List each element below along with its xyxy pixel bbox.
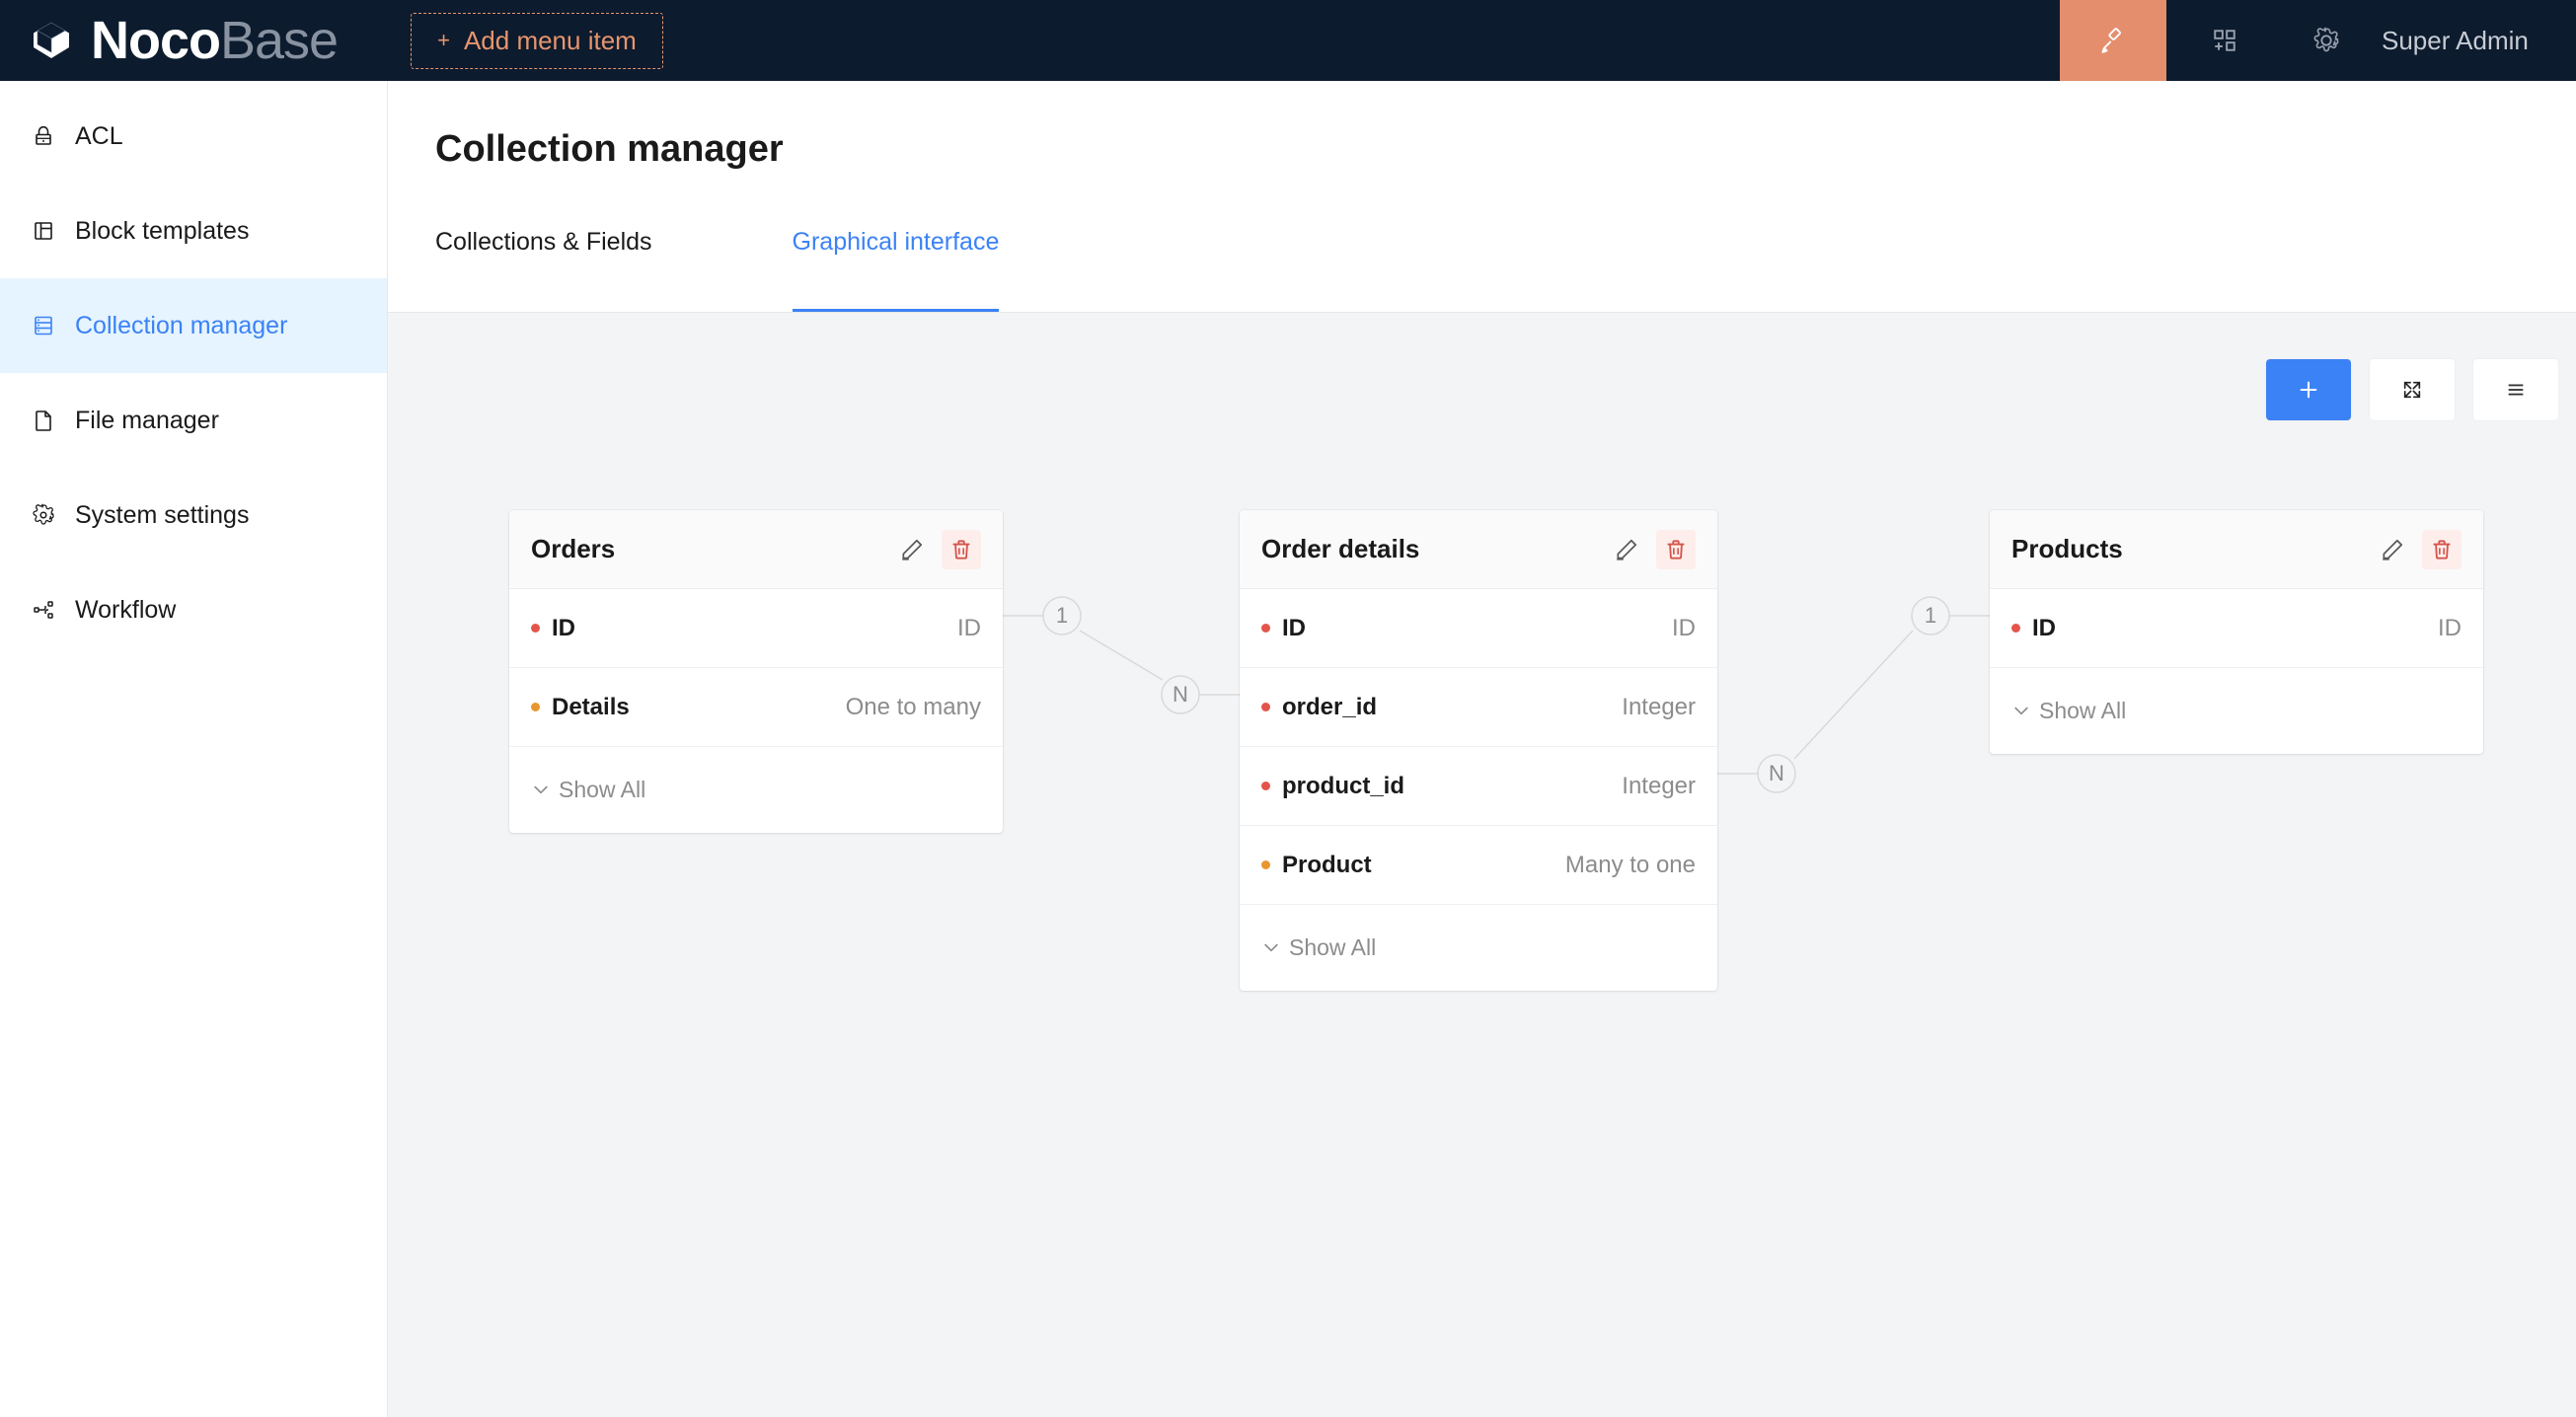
svg-text:N: N	[1769, 761, 1784, 785]
svg-text:N: N	[1173, 682, 1188, 707]
svg-text:1: 1	[1056, 603, 1068, 628]
svg-text:1: 1	[1925, 603, 1936, 628]
